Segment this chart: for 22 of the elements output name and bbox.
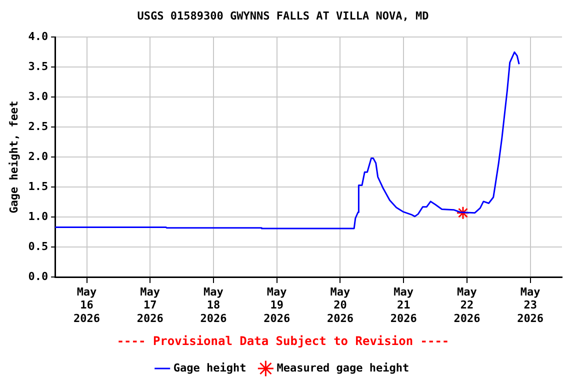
text: ---- Provisional Data Subject to Revision ----: [116, 334, 450, 348]
y-axis-title: Gage height, feet: [7, 100, 20, 214]
x-tick-label: May 19 2026: [264, 285, 290, 325]
x-tick-label: May 18 2026: [200, 285, 228, 325]
y-tick-label: 3.0: [28, 90, 48, 104]
x-tick-label: May 23 2026: [517, 285, 544, 325]
x-tick-label: May 21 2026: [390, 285, 418, 325]
x-tick-label: May 22 2026: [454, 285, 481, 325]
chart-title: USGS 01589300 GWYNNS FALLS AT VILLA NOVA, MD: [137, 9, 430, 22]
y-tick-label: 0.5: [28, 240, 48, 253]
y-tick-label: 1.0: [28, 210, 48, 223]
x-tick-label: May 20 2026: [326, 285, 354, 325]
legend-label: Measured gage height: [276, 361, 410, 374]
y-tick-label: 2.5: [28, 120, 48, 133]
y-tick-label: 0.0: [28, 270, 48, 283]
x-tick-label: May 16 2026: [74, 285, 100, 325]
y-tick-label: 4.0: [28, 30, 48, 44]
y-tick-label: 2.0: [28, 150, 48, 163]
legend-label: Gage height: [173, 361, 246, 374]
y-tick-label: 3.5: [28, 60, 48, 74]
y-tick-label: 1.5: [28, 180, 48, 193]
x-tick-label: May 17 2026: [136, 285, 164, 325]
